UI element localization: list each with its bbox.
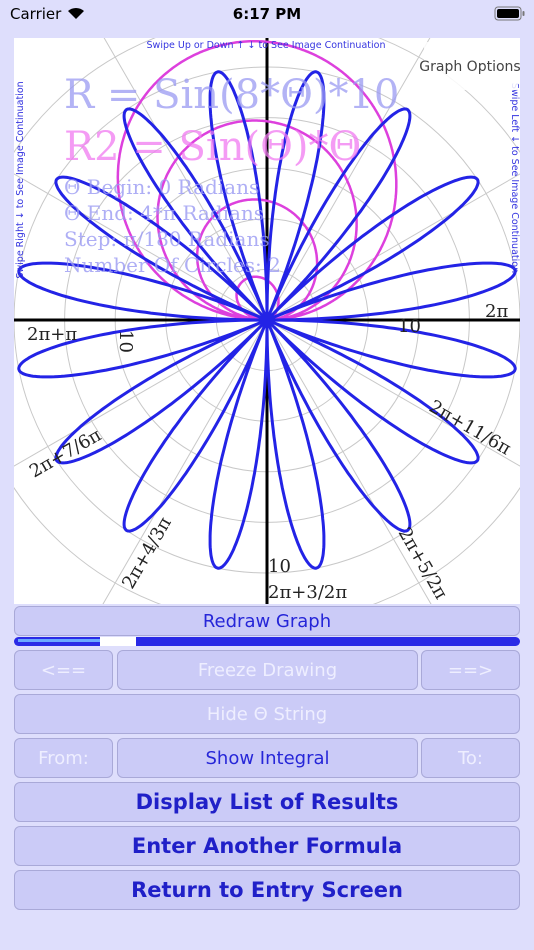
carrier: Carrier <box>10 5 62 23</box>
hint-top: Swipe Up or Down ↑ ↓ to See Image Contin… <box>147 40 386 51</box>
hint-right: Swipe Left ↓ to See Image Continuation <box>509 83 520 273</box>
wifi-icon <box>68 7 84 19</box>
formula-detail: Step: π/180 Radians <box>64 227 270 251</box>
hide-string-button[interactable]: Hide Θ String <box>14 694 520 734</box>
display-list-button[interactable]: Display List of Results <box>14 782 520 822</box>
formula-2: R2 = Sin(Θ)*Θ <box>64 124 361 170</box>
hint-left: Swipe Right ↓ to See Image Continuation <box>15 81 26 278</box>
polar-graph: Swipe Up or Down ↑ ↓ to See Image Contin… <box>14 38 521 604</box>
next-button[interactable]: ==> <box>421 650 520 690</box>
battery-icon <box>494 6 525 21</box>
formula-1: R = Sin(8*Θ)*10 <box>64 72 399 118</box>
axis-label: 10 <box>398 316 421 337</box>
freeze-button[interactable]: Freeze Drawing <box>117 650 418 690</box>
axis-label: 10 <box>115 330 136 353</box>
graph-options-bg[interactable] <box>424 42 518 90</box>
axis-label: 2π <box>485 301 508 322</box>
return-entry-button[interactable]: Return to Entry Screen <box>14 870 520 910</box>
prev-button[interactable]: <== <box>14 650 113 690</box>
show-integral-button[interactable]: Show Integral <box>117 738 418 778</box>
axis-label: 2π+3/2π <box>268 582 347 603</box>
clock: 6:17 PM <box>232 5 302 23</box>
progress-bar <box>14 637 520 646</box>
formula-detail: Θ End: 4*π Radians <box>64 201 264 225</box>
curve <box>17 70 517 570</box>
redraw-button[interactable]: Redraw Graph <box>14 606 520 636</box>
enter-another-button[interactable]: Enter Another Formula <box>14 826 520 866</box>
to-button[interactable]: To: <box>421 738 520 778</box>
formula-detail: Number Of Circles: 2 <box>64 253 281 277</box>
axis-label: 10 <box>268 556 291 577</box>
formula-detail: Θ Begin: 0 Radians <box>64 175 259 199</box>
from-button[interactable]: From: <box>14 738 113 778</box>
graph-options-button[interactable]: Graph Options <box>419 59 520 75</box>
axis-label: 2π+π <box>27 324 77 345</box>
